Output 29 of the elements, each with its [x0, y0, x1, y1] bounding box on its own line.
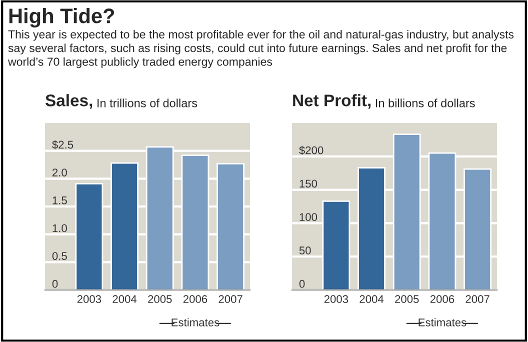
y-tick-label: 2.0 — [52, 168, 67, 176]
x-tick-label: 2007 — [466, 295, 490, 304]
x-tick-label: 2003 — [77, 295, 102, 304]
x-tick-label: 2004 — [112, 295, 137, 304]
text: This year is expected to be the most profitable ever for the oil and natural-gas industry, but analysts say several factors, such as rising costs, could cut into future earnings. Sales and net profit for the world’s 70 largest publicly traded energy companies — [8, 30, 514, 68]
chart-title: Net Profit, — [293, 94, 371, 109]
y-tick-label: 1.0 — [52, 224, 67, 232]
y-tick-label: 50 — [299, 246, 311, 254]
y-axis-title: In trillions of dollars — [98, 98, 198, 108]
x-tick-label: 2003 — [324, 295, 348, 304]
y-tick-label: 1.5 — [52, 196, 67, 204]
x-tick-label: 2006 — [183, 295, 208, 304]
y-tick-label: 0 — [299, 280, 305, 288]
x-tick-label: 2007 — [218, 295, 242, 304]
y-tick-label: $200 — [299, 146, 324, 155]
y-tick-label: 0.5 — [52, 252, 67, 260]
y-tick-label: 0 — [52, 280, 58, 288]
x-tick-label: 2005 — [148, 295, 172, 304]
x-tick-label: 2004 — [360, 295, 384, 304]
y-tick-label: 150 — [300, 180, 318, 188]
y-tick-label: 100 — [300, 213, 318, 222]
text: Estimates — [172, 318, 220, 326]
y-tick-label: $2.5 — [52, 140, 74, 150]
y-axis-title: In billions of dollars — [376, 98, 475, 108]
text: High Tide? — [9, 8, 114, 28]
x-tick-label: 2005 — [395, 295, 419, 304]
x-tick-label: 2006 — [430, 295, 454, 304]
text: Estimates — [418, 318, 466, 326]
chart-title: Sales, — [45, 94, 92, 109]
